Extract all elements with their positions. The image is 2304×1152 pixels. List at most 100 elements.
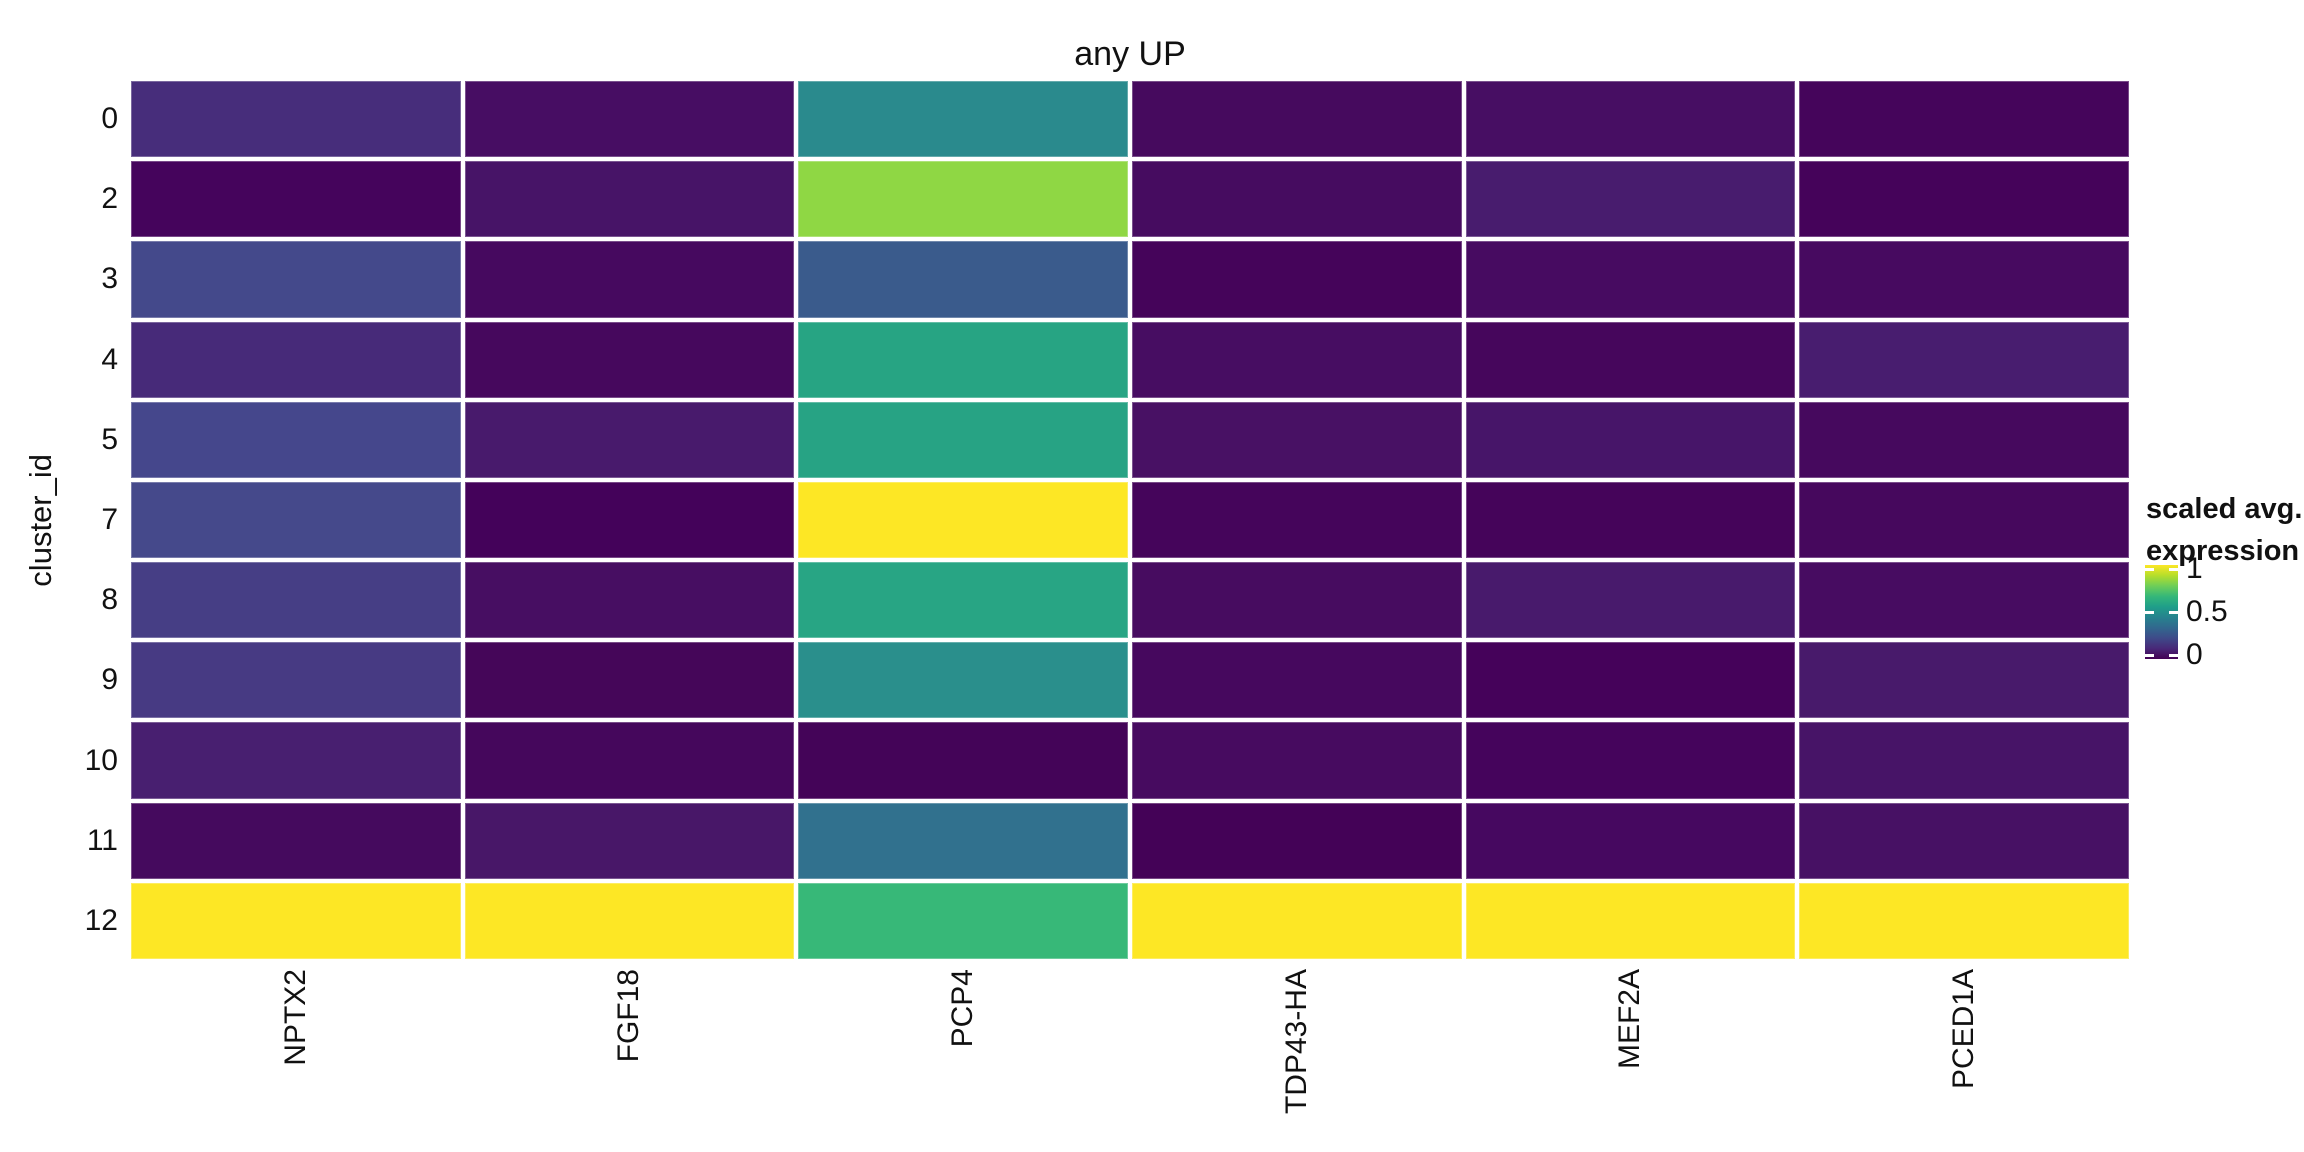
heatmap-cell-r7-MEF2A bbox=[1465, 481, 1796, 559]
heatmap-cell-r4-PCP4 bbox=[798, 321, 1128, 398]
heatmap-cell-r9-TDP43-HA bbox=[1131, 642, 1462, 719]
x-tick-label-NPTX2: NPTX2 bbox=[278, 969, 312, 1066]
heatmap-cell-r5-PCP4 bbox=[798, 401, 1128, 478]
heatmap-grid bbox=[131, 81, 2129, 959]
heatmap-cell-r2-PCP4 bbox=[798, 161, 1128, 238]
heatmap-cell-r5-FGF18 bbox=[464, 401, 795, 478]
heatmap-cell-r0-PCP4 bbox=[798, 81, 1128, 158]
legend-tick-label-0.5: 0.5 bbox=[2186, 595, 2228, 628]
y-axis-tick-labels: 0 2 3 4 5 7 8 9 10 11 12 bbox=[0, 81, 118, 959]
heatmap-cell-r8-PCED1A bbox=[1799, 562, 2129, 639]
heatmap-cell-r3-FGF18 bbox=[464, 241, 795, 318]
y-tick-label-10: 10 bbox=[84, 743, 118, 777]
heatmap-cell-r3-PCP4 bbox=[798, 241, 1128, 318]
legend-tick-label-0: 0 bbox=[2186, 638, 2203, 671]
x-tick-label-MEF2A: MEF2A bbox=[1613, 969, 1647, 1070]
heatmap-cell-r4-TDP43-HA bbox=[1131, 321, 1462, 398]
heatmap-cell-r5-TDP43-HA bbox=[1131, 401, 1462, 478]
legend-title-line2: expression bbox=[2146, 535, 2300, 567]
heatmap-cell-r4-MEF2A bbox=[1465, 321, 1796, 398]
legend-title-line1: scaled avg. bbox=[2146, 493, 2303, 525]
heatmap-cell-r8-TDP43-HA bbox=[1131, 562, 1462, 639]
heatmap-cell-r11-PCED1A bbox=[1799, 802, 2129, 879]
heatmap-cell-r10-TDP43-HA bbox=[1131, 722, 1462, 799]
heatmap-cell-r9-PCP4 bbox=[798, 642, 1128, 719]
heatmap-cell-r12-FGF18 bbox=[464, 882, 795, 959]
heatmap-cell-r3-NPTX2 bbox=[131, 241, 461, 318]
legend-tick-mark bbox=[2169, 611, 2178, 614]
heatmap-cell-r0-MEF2A bbox=[1465, 81, 1796, 158]
x-tick-cell-MEF2A: MEF2A bbox=[1466, 969, 1796, 1152]
x-tick-cell-NPTX2: NPTX2 bbox=[131, 969, 461, 1152]
heatmap-cell-r0-PCED1A bbox=[1799, 81, 2129, 158]
heatmap-cell-r11-FGF18 bbox=[464, 802, 795, 879]
heatmap-cell-r0-TDP43-HA bbox=[1131, 81, 1462, 158]
x-tick-label-TDP43-HA: TDP43-HA bbox=[1279, 969, 1313, 1115]
heatmap-cell-r7-PCED1A bbox=[1799, 481, 2129, 559]
heatmap-cell-r11-TDP43-HA bbox=[1131, 802, 1462, 879]
heatmap-cell-r0-NPTX2 bbox=[131, 81, 461, 158]
x-tick-cell-PCP4: PCP4 bbox=[798, 969, 1128, 1152]
heatmap-cell-r10-PCED1A bbox=[1799, 722, 2129, 799]
heatmap-cell-r12-TDP43-HA bbox=[1131, 882, 1462, 959]
heatmap-cell-r3-MEF2A bbox=[1465, 241, 1796, 318]
x-axis-tick-labels: NPTX2 FGF18 PCP4 TDP43-HA MEF2A PCED1A bbox=[131, 969, 2129, 1152]
y-tick-label-11: 11 bbox=[86, 823, 118, 857]
heatmap-cell-r11-PCP4 bbox=[798, 802, 1128, 879]
legend-tick-mark bbox=[2169, 654, 2178, 657]
heatmap-cell-r0-FGF18 bbox=[464, 81, 795, 158]
y-tick-label-8: 8 bbox=[101, 583, 118, 617]
heatmap-cell-r11-NPTX2 bbox=[131, 802, 461, 879]
heatmap-cell-r4-FGF18 bbox=[464, 321, 795, 398]
y-tick-label-12: 12 bbox=[84, 903, 118, 937]
heatmap-cell-r7-NPTX2 bbox=[131, 481, 461, 559]
legend-tick-mark bbox=[2145, 611, 2154, 614]
heatmap-cell-r9-MEF2A bbox=[1465, 642, 1796, 719]
heatmap-cell-r8-PCP4 bbox=[798, 562, 1128, 639]
heatmap-cell-r2-NPTX2 bbox=[131, 161, 461, 238]
x-tick-cell-TDP43-HA: TDP43-HA bbox=[1132, 969, 1462, 1152]
heatmap-cell-r12-PCP4 bbox=[798, 882, 1128, 959]
heatmap-cell-r2-TDP43-HA bbox=[1131, 161, 1462, 238]
x-tick-label-PCED1A: PCED1A bbox=[1947, 969, 1981, 1090]
heatmap-cell-r7-TDP43-HA bbox=[1131, 481, 1462, 559]
x-tick-cell-FGF18: FGF18 bbox=[465, 969, 795, 1152]
heatmap-cell-r10-NPTX2 bbox=[131, 722, 461, 799]
heatmap-cell-r9-NPTX2 bbox=[131, 642, 461, 719]
heatmap-cell-r10-MEF2A bbox=[1465, 722, 1796, 799]
heatmap-cell-r4-PCED1A bbox=[1799, 321, 2129, 398]
heatmap-cell-r7-FGF18 bbox=[464, 481, 795, 559]
heatmap-cell-r12-MEF2A bbox=[1465, 882, 1796, 959]
heatmap-cell-r10-PCP4 bbox=[798, 722, 1128, 799]
heatmap-cell-r8-MEF2A bbox=[1465, 562, 1796, 639]
legend-colorbar bbox=[2145, 565, 2178, 659]
legend-title: scaled avg. expression bbox=[2146, 488, 2304, 572]
heatmap-cell-r12-PCED1A bbox=[1799, 882, 2129, 959]
x-tick-label-FGF18: FGF18 bbox=[612, 969, 646, 1063]
heatmap-cell-r2-FGF18 bbox=[464, 161, 795, 238]
y-tick-label-9: 9 bbox=[101, 663, 118, 697]
heatmap-cell-r7-PCP4 bbox=[798, 481, 1128, 559]
heatmap-cell-r9-PCED1A bbox=[1799, 642, 2129, 719]
x-tick-cell-PCED1A: PCED1A bbox=[1799, 969, 2129, 1152]
heatmap-cell-r11-MEF2A bbox=[1465, 802, 1796, 879]
heatmap-cell-r2-PCED1A bbox=[1799, 161, 2129, 238]
legend-tick-label-1: 1 bbox=[2186, 552, 2203, 585]
heatmap-cell-r8-NPTX2 bbox=[131, 562, 461, 639]
heatmap-cell-r4-NPTX2 bbox=[131, 321, 461, 398]
heatmap-cell-r12-NPTX2 bbox=[131, 882, 461, 959]
legend-tick-mark bbox=[2169, 568, 2178, 571]
legend-tick-mark bbox=[2145, 654, 2154, 657]
heatmap-cell-r5-MEF2A bbox=[1465, 401, 1796, 478]
heatmap-cell-r9-FGF18 bbox=[464, 642, 795, 719]
y-tick-label-3: 3 bbox=[101, 262, 118, 296]
heatmap-cell-r3-PCED1A bbox=[1799, 241, 2129, 318]
heatmap-cell-r2-MEF2A bbox=[1465, 161, 1796, 238]
chart-title: any UP bbox=[1074, 35, 1186, 73]
y-tick-label-2: 2 bbox=[101, 182, 118, 216]
heatmap-cell-r5-PCED1A bbox=[1799, 401, 2129, 478]
heatmap-cell-r5-NPTX2 bbox=[131, 401, 461, 478]
y-tick-label-7: 7 bbox=[101, 502, 118, 536]
y-tick-label-4: 4 bbox=[101, 342, 118, 376]
